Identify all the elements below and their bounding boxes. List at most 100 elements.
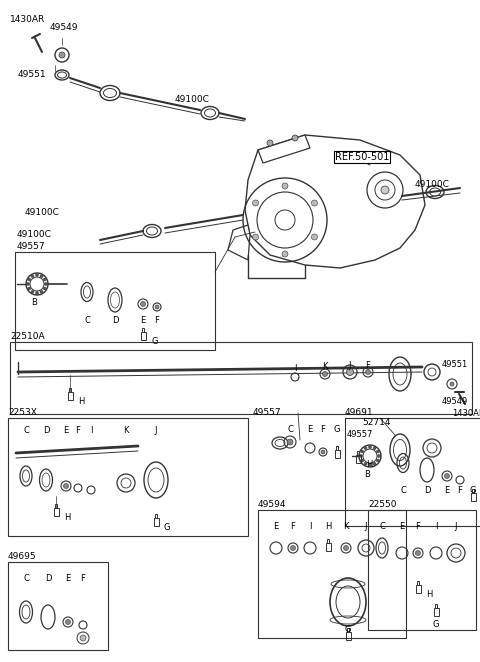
Text: F: F [457,486,462,495]
Text: E: E [274,522,278,531]
Text: G: G [345,625,351,634]
Bar [335,450,339,457]
Text: C: C [84,316,90,325]
Bar [325,543,331,551]
Text: 52714: 52714 [362,418,391,427]
Circle shape [36,273,38,277]
Circle shape [65,620,71,624]
Text: 49557: 49557 [253,408,282,417]
Circle shape [63,483,69,489]
Bar [336,446,338,450]
Bar [258,510,406,638]
Text: K: K [123,426,129,435]
Circle shape [360,455,362,457]
Text: I: I [90,426,92,435]
Circle shape [282,183,288,189]
Text: H: H [325,522,331,531]
Circle shape [45,283,48,285]
Circle shape [282,251,288,257]
Text: C: C [23,574,29,583]
Circle shape [365,369,371,375]
Text: D: D [112,316,118,325]
Text: 49695: 49695 [8,552,36,561]
Text: 22510A: 22510A [10,332,45,341]
Text: I: I [294,364,296,373]
Text: E: E [307,425,312,434]
Circle shape [376,459,379,462]
Text: H: H [64,513,71,522]
Text: F: F [416,522,420,531]
Circle shape [290,545,296,551]
Text: F: F [366,361,371,370]
Polygon shape [258,135,310,163]
Circle shape [252,234,259,240]
Circle shape [292,135,298,141]
Bar [68,392,72,400]
Text: E: E [399,522,405,531]
Circle shape [80,635,86,641]
Bar [69,388,71,392]
Text: B: B [364,470,370,479]
Circle shape [360,459,364,462]
Text: F: F [81,574,85,583]
Bar [15,252,215,350]
Text: F: F [75,426,81,435]
Text: C: C [400,486,406,495]
Bar [472,489,474,493]
Polygon shape [245,135,425,268]
Circle shape [43,278,46,281]
Text: C: C [287,425,293,434]
Text: 49691: 49691 [345,408,373,417]
Circle shape [40,291,43,293]
Circle shape [364,462,367,465]
Circle shape [381,186,389,194]
Bar [435,604,437,608]
Text: REF.50-501: REF.50-501 [335,152,389,162]
Circle shape [373,462,376,465]
Bar [10,342,472,414]
Text: C: C [23,426,29,435]
Circle shape [36,291,38,295]
Text: H: H [366,460,372,469]
Text: 49549: 49549 [50,23,79,32]
Circle shape [369,446,372,448]
Text: E: E [444,486,450,495]
Circle shape [28,287,31,290]
Text: G: G [433,620,439,629]
Text: G: G [470,486,476,495]
Bar [154,518,158,526]
Circle shape [26,283,29,285]
Circle shape [321,450,325,454]
Text: 49551: 49551 [18,70,47,79]
Text: K: K [322,362,328,371]
Circle shape [364,447,367,449]
Circle shape [267,140,273,146]
Bar [8,562,108,650]
Bar [8,418,248,536]
Text: 22550: 22550 [368,500,396,509]
Circle shape [31,275,34,277]
Text: B: B [31,298,37,307]
Text: D: D [45,574,51,583]
Circle shape [141,301,145,307]
Circle shape [416,551,420,555]
Bar [356,455,360,463]
Bar [141,332,145,340]
Text: I: I [435,522,437,531]
Text: 49557: 49557 [347,430,373,439]
Text: D: D [424,486,430,495]
Bar [142,328,144,332]
Bar [433,608,439,616]
Text: G: G [151,337,157,346]
Circle shape [450,382,454,386]
Text: J: J [365,522,367,531]
Text: F: F [321,425,325,434]
Circle shape [347,369,353,375]
Bar [55,504,57,508]
Circle shape [40,275,43,277]
Circle shape [369,463,372,467]
Circle shape [287,439,293,445]
Text: 49551: 49551 [442,360,468,369]
Bar [53,508,59,516]
Bar [368,510,476,630]
